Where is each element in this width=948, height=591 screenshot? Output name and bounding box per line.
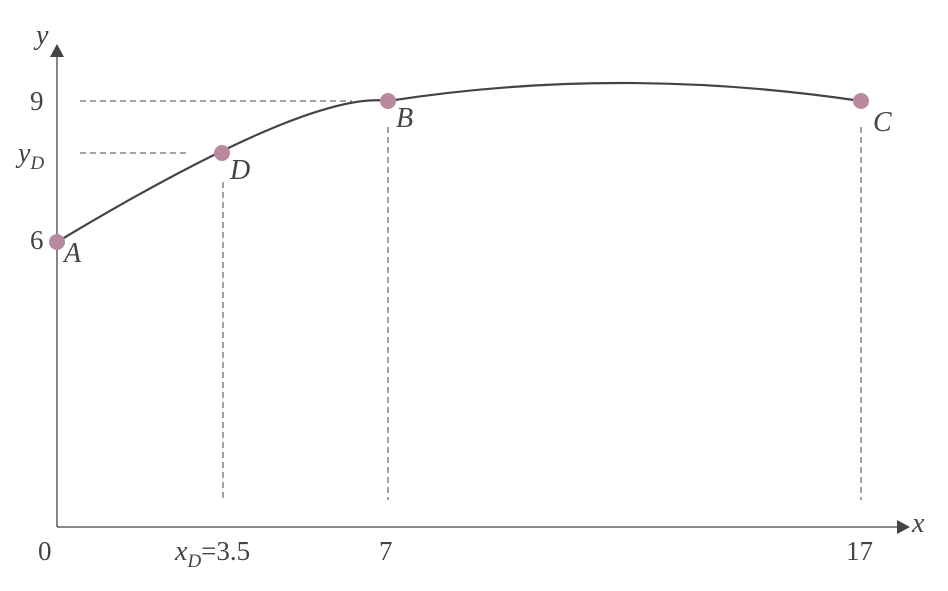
x-axis-label: x (911, 508, 925, 539)
x-tick-xd: xD=3.5 (174, 536, 250, 572)
y-axis-arrowhead (50, 44, 64, 57)
parabola-curve (56, 81, 862, 243)
point-c-label: C (873, 107, 892, 138)
point-a-label: A (62, 238, 82, 269)
point-a-marker (49, 234, 65, 250)
y-axis-label: y (33, 20, 49, 51)
y-tick-yd: yD (15, 138, 44, 174)
y-tick-6: 6 (30, 225, 44, 255)
y-tick-9: 9 (30, 86, 44, 116)
point-d-label: D (229, 155, 250, 186)
x-tick-7: 7 (379, 536, 393, 566)
point-b-label: B (396, 103, 413, 134)
point-d-marker (214, 145, 230, 161)
x-tick-17: 17 (846, 536, 873, 566)
point-c-marker (853, 93, 869, 109)
x-axis-arrowhead (897, 520, 910, 534)
x-tick-0: 0 (38, 536, 52, 566)
point-b-marker (380, 93, 396, 109)
